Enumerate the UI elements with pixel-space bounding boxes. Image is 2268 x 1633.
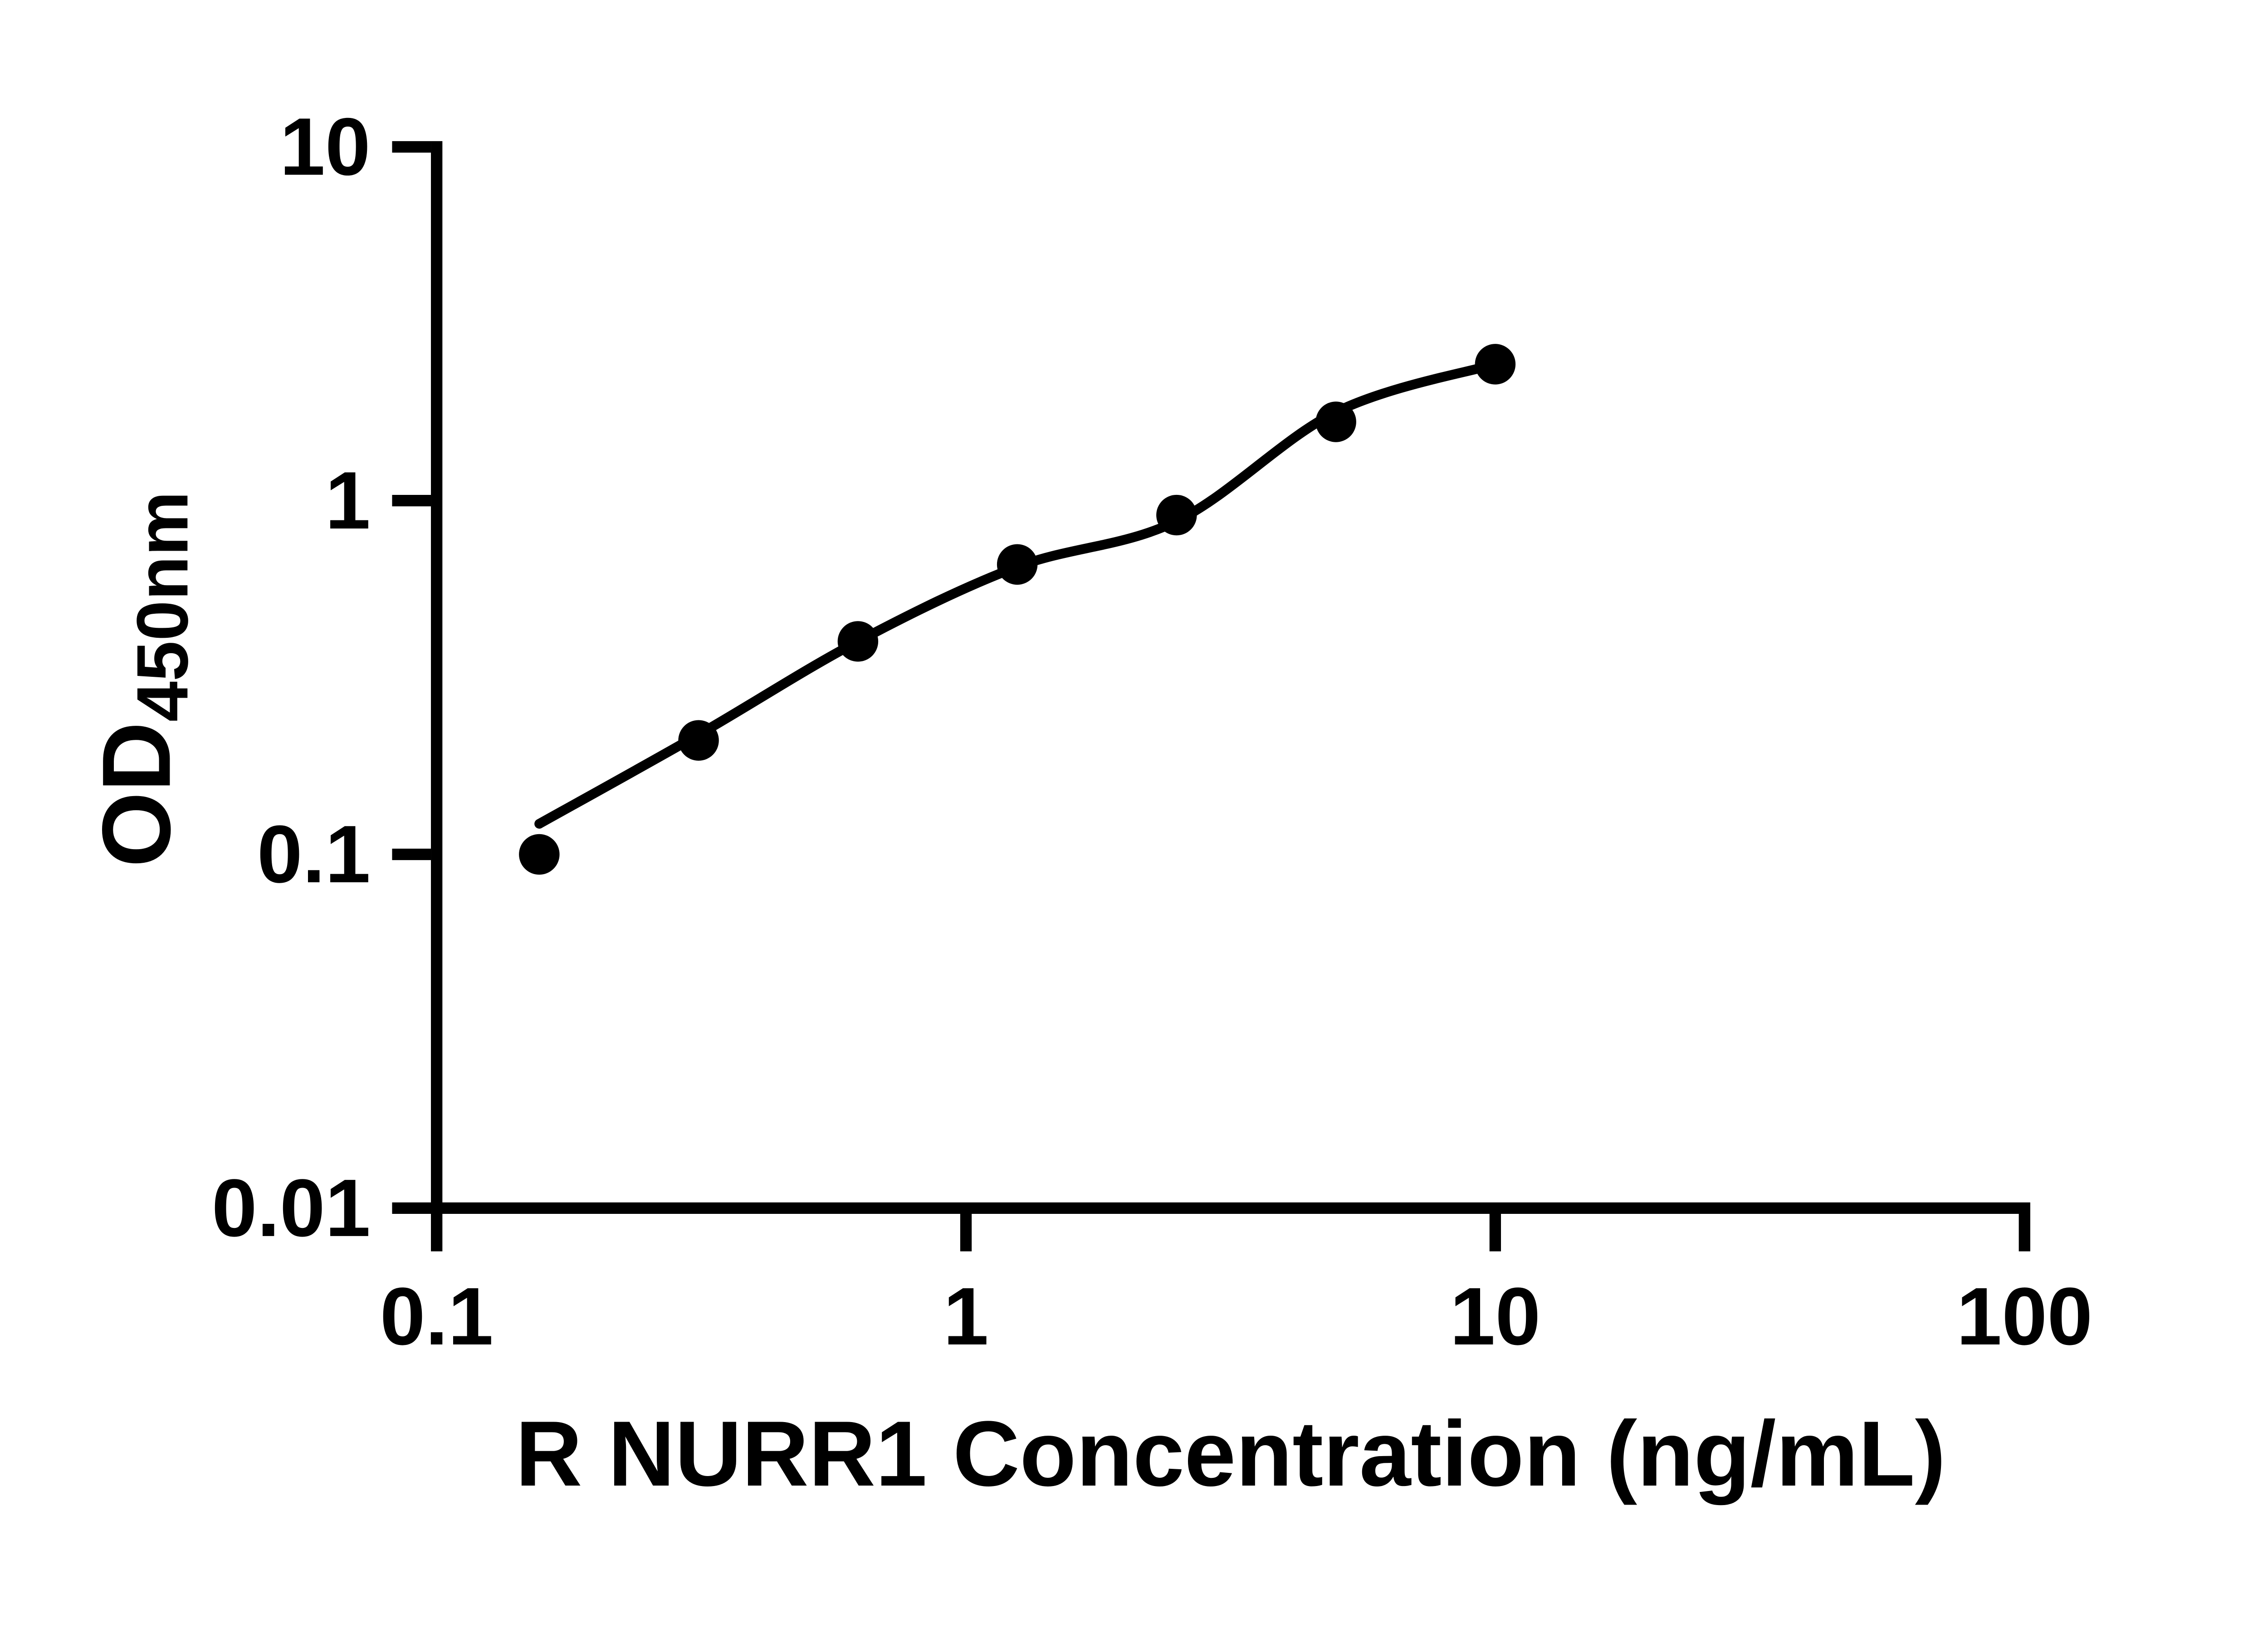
data-point-marker: [1315, 401, 1356, 442]
x-tick-label: 100: [1956, 1271, 2092, 1362]
data-point-marker: [997, 544, 1038, 585]
x-axis-ticks: 0.1 1 10 100: [380, 1213, 2092, 1362]
data-point-marker: [837, 621, 879, 662]
chart-canvas: 10 1 0.1 0.01 0.1 1 10 100 R NURR1 Concentrati…: [82, 101, 2093, 1506]
y-tick-label: 0.01: [212, 1163, 371, 1254]
y-axis-title: OD450nm: [82, 491, 203, 867]
data-points: [519, 344, 1516, 875]
y-axis-ticks: 10 1 0.1 0.01: [212, 101, 431, 1254]
data-point-marker: [678, 720, 719, 761]
x-tick-label: 0.1: [380, 1271, 494, 1362]
data-point-marker: [1475, 344, 1516, 385]
x-tick-label: 10: [1450, 1271, 1540, 1362]
y-tick-label: 0.1: [257, 809, 371, 900]
y-axis-title-sub: 450nm: [122, 491, 203, 722]
data-point-marker: [1156, 494, 1197, 536]
x-tick-label: 1: [943, 1271, 988, 1362]
y-tick-label: 1: [325, 455, 371, 546]
data-point-marker: [519, 834, 560, 875]
y-tick-label: 10: [280, 101, 371, 192]
y-axis-title-main: OD: [82, 722, 191, 867]
x-axis-title: R NURR1 Concentration (ng/mL): [515, 1402, 1945, 1506]
